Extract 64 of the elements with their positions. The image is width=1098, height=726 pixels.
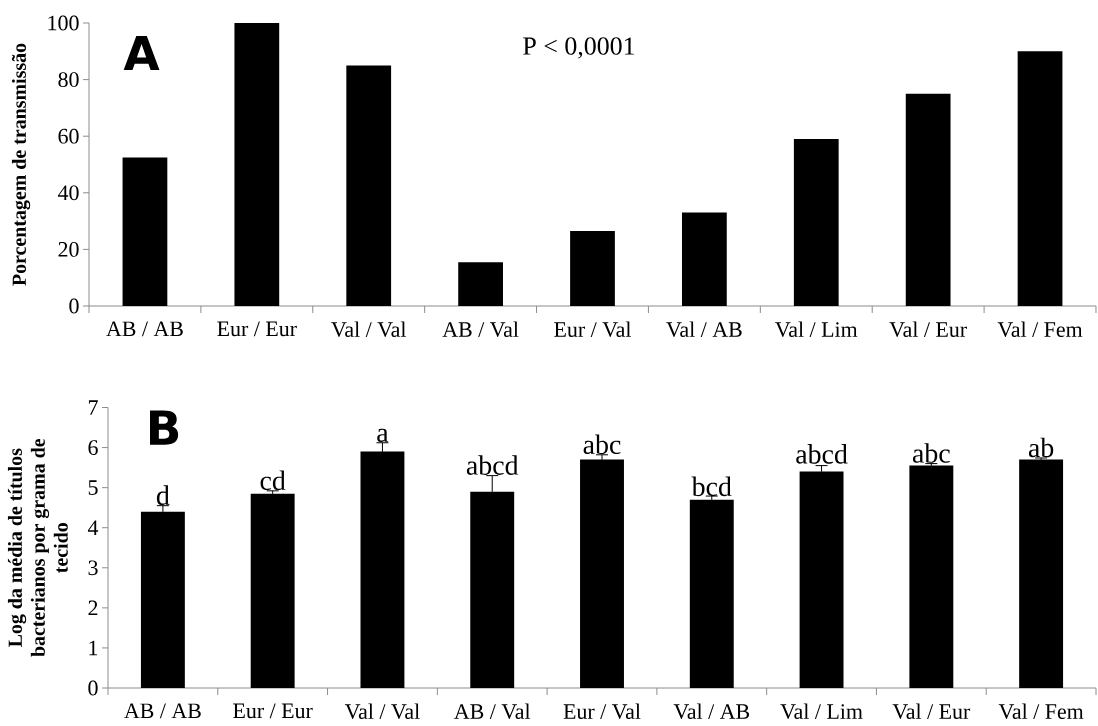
bar — [1017, 51, 1063, 306]
annotation: a — [377, 428, 389, 443]
y-tick-label: 60 — [58, 128, 79, 144]
x-tick-label: Val / Fem — [998, 703, 1084, 720]
y-tick-label: 7 — [88, 400, 98, 415]
annotation: ab — [1028, 437, 1054, 458]
annotation: P < 0,0001 — [523, 37, 635, 59]
annotation: abcd — [466, 455, 519, 475]
annotation: bcd — [691, 476, 732, 497]
y-tick-label: 5 — [88, 480, 98, 495]
bar — [1019, 459, 1064, 688]
annotation: abc — [912, 443, 950, 463]
y-axis-title: Log da média de títulos bacterianos por grama de tecido — [7, 438, 68, 657]
x-tick-label: Val / Val — [344, 703, 420, 720]
bar — [682, 212, 727, 306]
x-tick-label: Eur / Val — [554, 321, 632, 338]
bar — [580, 459, 624, 688]
annotation: abc — [583, 434, 621, 455]
x-tick-label: Val / Fem — [997, 321, 1083, 338]
chart-title: B — [150, 410, 179, 445]
y-tick-label: 80 — [58, 72, 79, 87]
y-tick-label: 2 — [88, 600, 98, 616]
bar — [689, 499, 734, 688]
y-tick-label: 1 — [89, 640, 98, 656]
annotation: cd — [260, 470, 286, 491]
x-tick-label: Val / Eur — [889, 321, 967, 338]
x-tick-label: Val / AB — [666, 321, 742, 338]
bar — [793, 139, 839, 306]
bar — [909, 465, 954, 688]
bar — [250, 493, 295, 688]
bar — [570, 231, 615, 306]
bar — [470, 491, 515, 688]
bar — [234, 22, 280, 306]
y-tick-label: 100 — [48, 15, 79, 31]
bar — [799, 471, 844, 688]
x-tick-label: AB / Val — [454, 703, 531, 720]
annotation: abcd — [796, 444, 848, 464]
bar — [360, 451, 405, 688]
x-tick-label: Val / Eur — [892, 703, 971, 720]
x-tick-label: AB / Val — [442, 321, 519, 338]
x-tick-label: AB / AB — [124, 703, 201, 719]
x-tick-label: Eur / Eur — [233, 703, 313, 719]
x-tick-label: Val / Lim — [780, 703, 863, 720]
bar — [905, 93, 951, 306]
y-tick-label: 0 — [88, 680, 98, 696]
bar — [458, 262, 503, 306]
x-tick-label: AB / AB — [106, 321, 183, 337]
bar — [140, 511, 185, 688]
y-tick-label: 3 — [88, 560, 98, 576]
y-tick-label: 20 — [58, 242, 79, 257]
y-tick-label: 40 — [57, 185, 79, 201]
y-tick-label: 6 — [88, 440, 98, 455]
y-tick-label: 4 — [87, 520, 99, 535]
chart-title: A — [123, 35, 160, 71]
bar — [346, 65, 392, 306]
x-tick-label: Val / AB — [673, 703, 750, 720]
annotation: d — [156, 485, 170, 505]
bar — [122, 157, 168, 306]
y-tick-label: 0 — [69, 298, 79, 314]
x-tick-label: Eur / Eur — [217, 321, 297, 337]
x-tick-label: Val / Lim — [775, 321, 858, 338]
x-tick-label: Val / Val — [331, 321, 407, 338]
y-axis-title: Porcentagem de transmissão — [11, 43, 31, 286]
x-tick-label: Eur / Val — [563, 703, 641, 720]
